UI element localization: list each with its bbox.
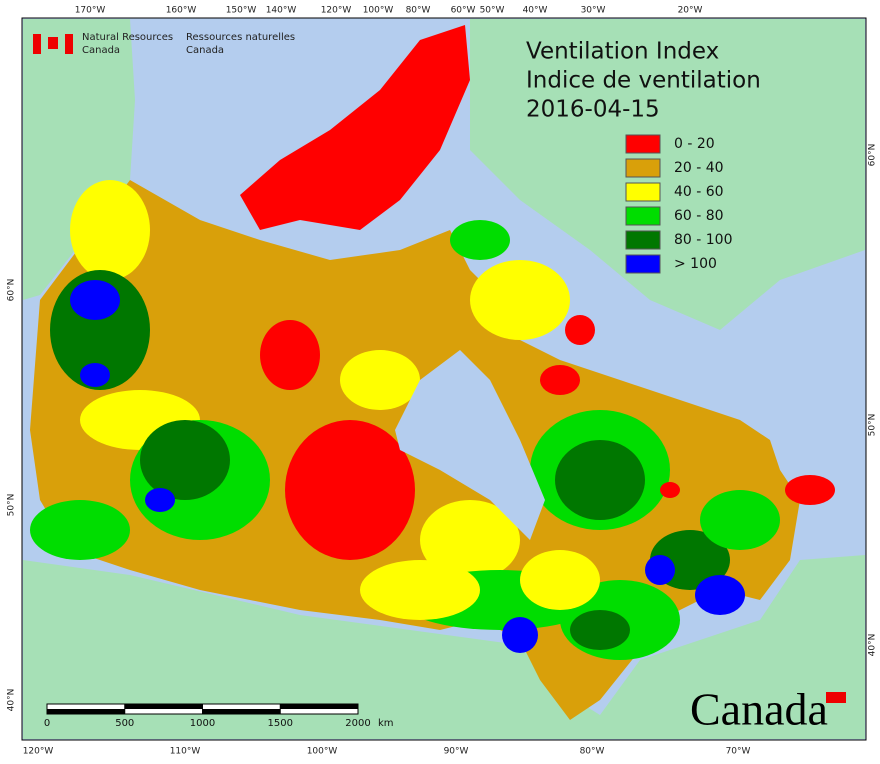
greenland bbox=[470, 19, 865, 330]
longitude-label: 80°W bbox=[580, 747, 605, 757]
index-region bbox=[660, 482, 680, 498]
title: Ventilation Index bbox=[526, 39, 719, 65]
legend-label: 0 - 20 bbox=[674, 136, 715, 152]
latitude-label: 40°N bbox=[868, 634, 878, 657]
longitude-label: 110°W bbox=[170, 747, 201, 757]
longitude-label: 120°W bbox=[321, 6, 352, 16]
index-region bbox=[70, 180, 150, 280]
index-region bbox=[540, 365, 580, 395]
index-region bbox=[502, 617, 538, 653]
legend-label: 40 - 60 bbox=[674, 184, 724, 200]
index-region bbox=[570, 610, 630, 650]
alaska bbox=[23, 19, 135, 300]
longitude-label: 160°W bbox=[166, 6, 197, 16]
legend-swatch bbox=[625, 158, 661, 178]
agency-en: Natural Resources bbox=[82, 32, 173, 43]
legend-swatch bbox=[625, 182, 661, 202]
longitude-label: 150°W bbox=[226, 6, 257, 16]
index-region bbox=[695, 575, 745, 615]
latitude-label: 50°N bbox=[868, 414, 878, 437]
legend-swatch bbox=[625, 254, 661, 274]
longitude-label: 30°W bbox=[581, 6, 606, 16]
longitude-label: 90°W bbox=[444, 747, 469, 757]
scale-bar bbox=[47, 709, 125, 714]
index-region bbox=[145, 488, 175, 512]
index-region bbox=[555, 440, 645, 520]
legend-label: 20 - 40 bbox=[674, 160, 724, 176]
scale-label: 0 bbox=[44, 718, 50, 729]
latitude-label: 40°N bbox=[7, 689, 17, 712]
index-region bbox=[470, 260, 570, 340]
latitude-label: 60°N bbox=[868, 144, 878, 167]
scale-label: 2000 bbox=[345, 718, 370, 729]
longitude-label: 80°W bbox=[406, 6, 431, 16]
index-region bbox=[80, 363, 110, 387]
longitude-label: 50°W bbox=[480, 6, 505, 16]
index-region bbox=[450, 220, 510, 260]
longitude-label: 170°W bbox=[75, 6, 106, 16]
scale-bar bbox=[280, 704, 358, 709]
index-region bbox=[30, 500, 130, 560]
united-states bbox=[23, 555, 865, 739]
logo-flag bbox=[48, 37, 58, 49]
scale-unit: km bbox=[378, 718, 394, 729]
longitude-label: 140°W bbox=[266, 6, 297, 16]
longitude-label: 70°W bbox=[726, 747, 751, 757]
index-region bbox=[360, 560, 480, 620]
latitude-label: 50°N bbox=[7, 494, 17, 517]
date: 2016-04-15 bbox=[526, 97, 660, 123]
legend-label: > 100 bbox=[674, 256, 717, 272]
index-region bbox=[70, 280, 120, 320]
index-region bbox=[565, 315, 595, 345]
agency-en: Canada bbox=[82, 45, 120, 56]
legend-swatch bbox=[625, 206, 661, 226]
longitude-label: 100°W bbox=[307, 747, 338, 757]
wordmark: Canada bbox=[690, 684, 828, 735]
arctic-islands bbox=[240, 25, 470, 230]
index-region bbox=[520, 550, 600, 610]
hudson-bay bbox=[395, 350, 545, 540]
index-region bbox=[420, 500, 520, 580]
index-region bbox=[785, 475, 835, 505]
title: Indice de ventilation bbox=[526, 68, 761, 94]
index-region bbox=[340, 350, 420, 410]
legend-swatch bbox=[625, 230, 661, 250]
index-region bbox=[140, 420, 230, 500]
scale-label: 1500 bbox=[268, 718, 293, 729]
scale-bar bbox=[124, 704, 203, 709]
index-region bbox=[645, 555, 675, 585]
logo-flag bbox=[826, 692, 846, 703]
agency-fr: Canada bbox=[186, 45, 224, 56]
index-region bbox=[260, 320, 320, 390]
index-region bbox=[285, 420, 415, 560]
legend-swatch bbox=[625, 134, 661, 154]
scale-label: 1000 bbox=[190, 718, 215, 729]
longitude-label: 100°W bbox=[363, 6, 394, 16]
longitude-label: 60°W bbox=[451, 6, 476, 16]
logo-flag bbox=[33, 34, 41, 54]
scale-bar bbox=[202, 709, 281, 714]
longitude-label: 120°W bbox=[23, 747, 54, 757]
legend-label: 60 - 80 bbox=[674, 208, 724, 224]
scale-label: 500 bbox=[115, 718, 134, 729]
legend-label: 80 - 100 bbox=[674, 232, 733, 248]
index-region bbox=[700, 490, 780, 550]
longitude-label: 20°W bbox=[678, 6, 703, 16]
longitude-label: 40°W bbox=[523, 6, 548, 16]
logo-flag bbox=[65, 34, 73, 54]
latitude-label: 60°N bbox=[7, 279, 17, 302]
agency-fr: Ressources naturelles bbox=[186, 32, 295, 43]
